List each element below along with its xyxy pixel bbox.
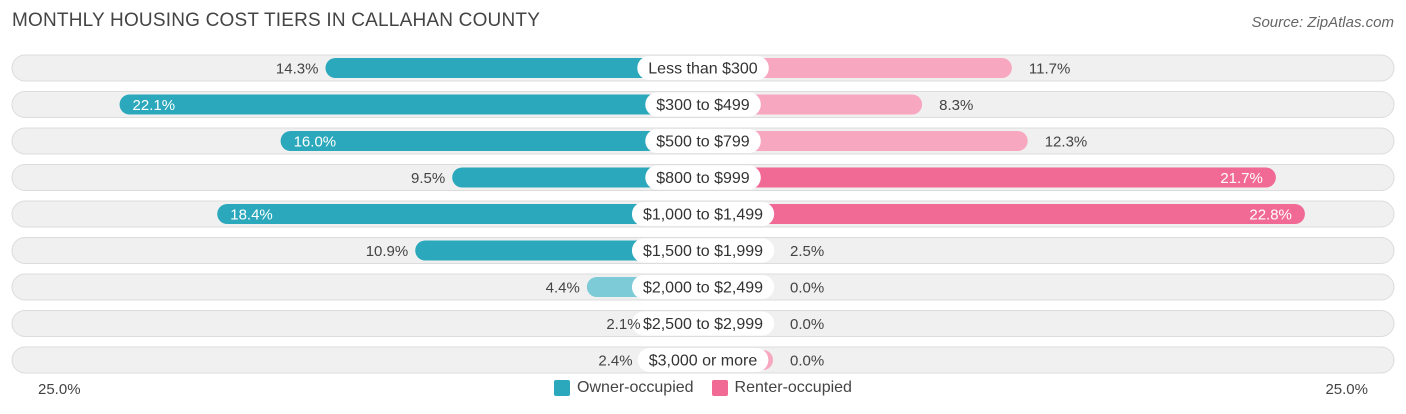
renter-value-label: 12.3% [1045, 134, 1088, 151]
chart-title: MONTHLY HOUSING COST TIERS IN CALLAHAN C… [12, 10, 541, 31]
category-label-pill [645, 165, 761, 190]
renter-bar [693, 131, 1028, 151]
owner-value-label: 9.5% [411, 170, 445, 187]
category-label-pill [631, 202, 775, 226]
category-label-pill [637, 56, 769, 80]
legend-item-owner: Owner-occupied [554, 379, 694, 397]
category-label: Less than $300 [648, 61, 758, 78]
category-label-pill [637, 348, 769, 372]
category-label: $2,500 to $2,999 [643, 316, 763, 333]
owner-value-label: 22.1% [133, 97, 176, 114]
owner-value-label: 14.3% [276, 61, 319, 78]
renter-value-label: 11.7% [1029, 61, 1070, 78]
category-label: $1,000 to $1,499 [643, 207, 763, 224]
category-label-pill [631, 275, 775, 299]
category-label: $800 to $999 [656, 170, 750, 187]
chart-source: Source: ZipAtlas.com [1251, 14, 1394, 31]
renter-value-label: 0.0% [790, 353, 824, 370]
legend-item-renter: Renter-occupied [711, 379, 852, 397]
diverging-bar-chart: Less than $300 14.3% 11.7% $300 to $499 22.1… [11, 54, 1395, 374]
renter-bar [693, 167, 1276, 188]
renter-value-label: 8.3% [939, 97, 973, 114]
owner-value-label: 4.4% [546, 280, 580, 297]
legend-swatch-renter [711, 380, 728, 396]
category-label: $500 to $799 [656, 134, 750, 151]
category-label: $3,000 or more [649, 353, 758, 370]
legend: Owner-occupied Renter-occupied [0, 379, 1406, 397]
owner-value-label: 2.1% [606, 316, 640, 333]
owner-bar [280, 131, 713, 151]
renter-value-label: 0.0% [790, 316, 824, 333]
owner-bar [325, 58, 713, 78]
category-label-pill [645, 129, 761, 153]
category-label: $2,000 to $2,499 [643, 280, 763, 297]
owner-bar [217, 204, 714, 224]
renter-value-label: 2.5% [790, 243, 824, 260]
category-label-pill [631, 238, 775, 263]
renter-bar [693, 58, 1012, 78]
renter-bar [693, 204, 1305, 224]
category-label-pill [631, 311, 775, 336]
axis-label-left: 25.0% [38, 381, 81, 398]
owner-value-label: 2.4% [598, 353, 632, 370]
renter-value-label: 21.7% [1220, 170, 1263, 187]
axis-label-right: 25.0% [1325, 381, 1368, 398]
renter-value-label: 22.8% [1249, 207, 1292, 224]
owner-value-label: 10.9% [366, 243, 409, 260]
owner-bar [119, 94, 713, 115]
legend-label-renter: Renter-occupied [734, 379, 852, 396]
category-label: $300 to $499 [656, 97, 750, 114]
owner-value-label: 18.4% [230, 207, 273, 224]
legend-label-owner: Owner-occupied [577, 379, 694, 396]
legend-swatch-owner [554, 380, 571, 396]
category-label-pill [645, 92, 761, 117]
renter-value-label: 0.0% [790, 280, 824, 297]
category-label: $1,500 to $1,999 [643, 243, 763, 260]
owner-value-label: 16.0% [294, 134, 337, 151]
